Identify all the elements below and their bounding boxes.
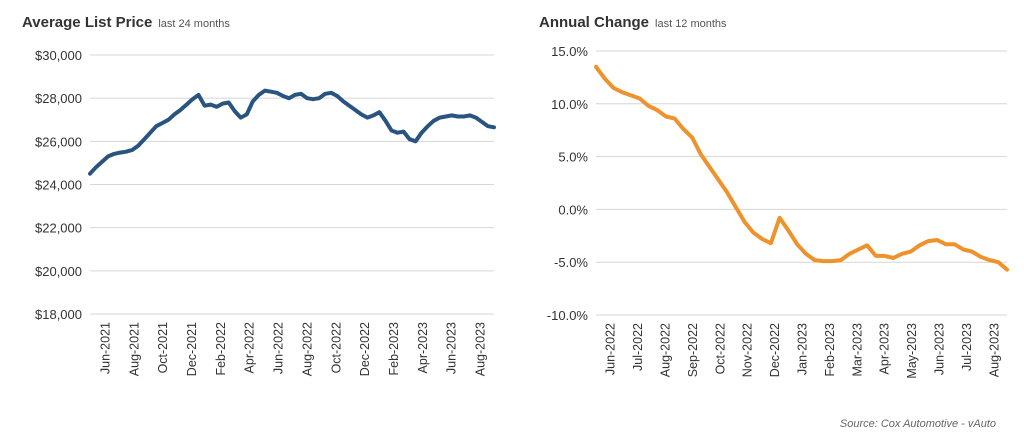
chart-0-x-tick-label: Jun-2023 — [445, 322, 459, 374]
chart-1-x-tick-label: Apr-2023 — [878, 323, 892, 374]
left-chart-title: Average List Price — [22, 14, 153, 31]
chart-1-series-line — [594, 64, 1009, 272]
right-chart-title: Annual Change — [539, 14, 650, 31]
chart-0-x-tick-label: Aug-2021 — [127, 322, 141, 376]
chart-1-y-tick-label: -10.0% — [547, 308, 589, 323]
annual-change-chart: Annual Change last 12 months -10.0% -5.0% 0… — [512, 0, 1024, 442]
chart-0-x-tick-label: Jun-2022 — [272, 322, 286, 374]
chart-1-x-tick-label: Dec-2022 — [768, 323, 782, 377]
chart-0-x-tick-label: Feb-2022 — [214, 322, 228, 376]
chart-0-x-tick-label: Dec-2021 — [185, 322, 199, 376]
chart-0-x-tick-label: Oct-2021 — [156, 322, 170, 373]
chart-0-y-tick-label: $20,000 — [35, 264, 82, 279]
right-chart-heading: Annual Change last 12 months — [539, 14, 727, 32]
chart-0-x-tick-label: Dec-2022 — [358, 322, 372, 376]
chart-1-x-tick-label: Oct-2022 — [713, 323, 727, 374]
chart-0-x-tick-label: Apr-2023 — [416, 322, 430, 373]
chart-0-x-tick-label: Oct-2022 — [329, 322, 343, 373]
chart-0-y-tick-label: $26,000 — [35, 134, 82, 149]
left-chart-heading: Average List Price last 24 months — [22, 14, 230, 32]
chart-0-y-tick-label: $18,000 — [35, 307, 82, 322]
chart-0-x-tick-label: Aug-2023 — [474, 322, 488, 376]
chart-1-x-tick-label: Jun-2022 — [604, 323, 618, 375]
chart-0-series-line — [88, 88, 496, 176]
left-chart-plot: $18,000 $20,000 $22,000 $24,000 $26,000 $28,0… — [35, 48, 496, 376]
chart-1-x-tick-label: Aug-2023 — [987, 323, 1001, 377]
chart-1-x-tick-label: Jun-2023 — [933, 323, 947, 375]
average-list-price-chart: Average List Price last 24 months $18,000… — [22, 14, 496, 376]
chart-0-x-tick-label: Aug-2022 — [300, 322, 314, 376]
chart-1-x-tick-label: May-2023 — [905, 323, 919, 379]
right-chart-plot: -10.0% -5.0% 0.0% 5.0% 10.0% 15.0% Jun-2022 Jul… — [547, 44, 1009, 379]
chart-1-x-tick-label: Nov-2022 — [741, 323, 755, 377]
chart-1-y-tick-label: 15.0% — [551, 44, 588, 59]
chart-1-x-tick-label: Sep-2022 — [686, 323, 700, 377]
chart-1-x-tick-label: Feb-2023 — [823, 323, 837, 377]
chart-1-y-tick-label: 10.0% — [551, 97, 588, 112]
chart-1-x-tick-label: Jul-2023 — [960, 323, 974, 371]
chart-0-x-tick-label: Jun-2021 — [98, 322, 112, 374]
chart-1-x-tick-label: Jan-2023 — [796, 323, 810, 375]
chart-0-y-tick-label: $24,000 — [35, 178, 82, 193]
chart-0-x-tick-label: Feb-2023 — [387, 322, 401, 376]
source-note: Source: Cox Automotive - vAuto — [839, 418, 996, 430]
chart-0-x-tick-label: Apr-2022 — [243, 322, 257, 373]
left-chart-subtitle: last 24 months — [158, 18, 230, 30]
chart-0-y-tick-label: $28,000 — [35, 91, 82, 106]
chart-1-y-tick-label: 0.0% — [558, 202, 588, 217]
right-chart-subtitle: last 12 months — [655, 18, 727, 30]
chart-1-x-tick-label: Aug-2022 — [659, 323, 673, 377]
chart-1-x-tick-label: Mar-2023 — [850, 323, 864, 377]
chart-1-y-tick-label: -5.0% — [554, 255, 588, 270]
chart-1-x-tick-label: Jul-2022 — [631, 323, 645, 371]
chart-1-y-tick-label: 5.0% — [558, 150, 588, 165]
chart-0-y-tick-label: $22,000 — [35, 221, 82, 236]
chart-0-y-tick-label: $30,000 — [35, 48, 82, 63]
